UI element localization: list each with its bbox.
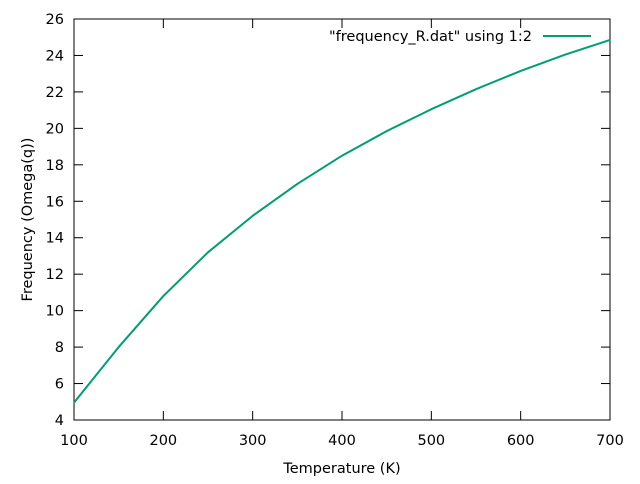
data-point [207, 251, 209, 254]
x-axis-ticks: 100 200 300 400 500 600 700 [60, 19, 624, 449]
data-point [341, 154, 343, 157]
y-tick-label: 24 [46, 48, 64, 64]
x-tick-label: 700 [596, 433, 624, 449]
y-tick-label: 12 [46, 267, 64, 283]
y-axis-ticks: 4 6 8 10 12 14 16 18 20 22 24 26 [46, 12, 610, 429]
data-point [162, 295, 165, 297]
data-point [296, 183, 299, 185]
y-tick-label: 26 [46, 12, 64, 28]
y-tick-label: 20 [46, 121, 64, 137]
y-axis-label: Frequency (Omega(q)) [20, 138, 36, 302]
y-tick-label: 6 [55, 377, 64, 393]
data-point [430, 108, 433, 111]
x-tick-label: 400 [328, 433, 356, 449]
data-point [609, 39, 611, 41]
y-tick-label: 16 [46, 194, 64, 210]
y-tick-label: 8 [55, 340, 64, 356]
data-point [385, 130, 388, 132]
series-line-0 [73, 39, 611, 404]
data-point [73, 401, 75, 404]
legend-entry-label: "frequency_R.dat" using 1:2 [329, 29, 532, 45]
x-tick-label: 500 [417, 433, 445, 449]
x-tick-label: 100 [60, 433, 88, 449]
y-tick-label: 4 [55, 413, 64, 429]
data-point [251, 215, 254, 217]
data-point [519, 70, 522, 72]
x-axis-label: Temperature (K) [282, 461, 400, 477]
plot-frame [73, 18, 611, 421]
data-point [564, 53, 567, 56]
y-tick-label: 14 [46, 231, 64, 247]
y-tick-label: 22 [46, 85, 64, 101]
y-tick-label: 18 [46, 158, 64, 174]
series-layer [73, 39, 611, 404]
x-tick-label: 300 [239, 433, 267, 449]
data-point [117, 346, 120, 348]
y-tick-label: 10 [46, 304, 64, 320]
legend: "frequency_R.dat" using 1:2 [329, 29, 591, 45]
data-point [475, 88, 477, 90]
x-tick-label: 600 [507, 433, 535, 449]
x-tick-label: 200 [149, 433, 177, 449]
